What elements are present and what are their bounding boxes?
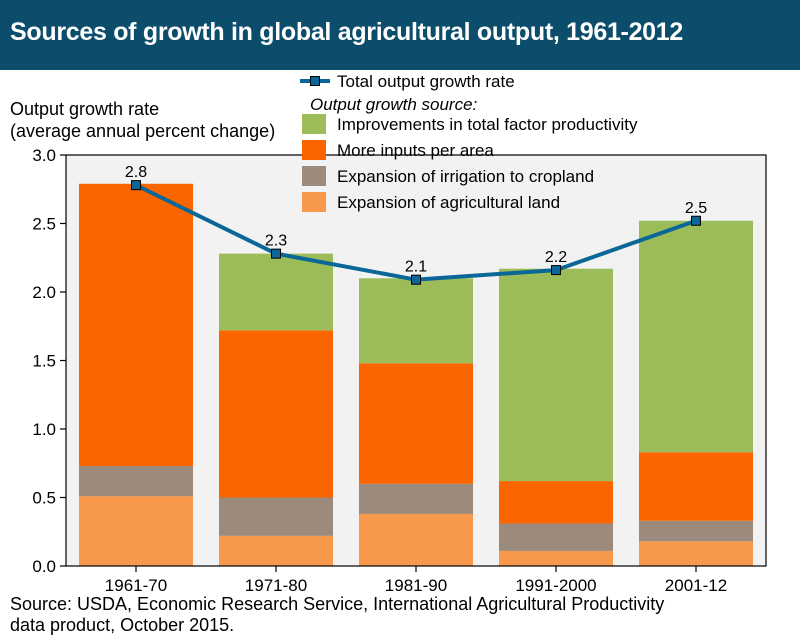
data-label: 2.2 <box>545 249 567 266</box>
x-tick-label: 1961-70 <box>105 576 167 595</box>
bar-segment <box>219 535 333 566</box>
data-label: 2.3 <box>265 233 287 250</box>
y-axis-label: Output growth rate (average annual perce… <box>10 98 275 142</box>
legend: Total output growth rate Output growth so… <box>300 72 638 212</box>
bar-segment <box>79 496 193 566</box>
x-tick-label: 1971-80 <box>245 576 307 595</box>
bar-segment <box>79 183 193 466</box>
bar-segment <box>499 523 613 551</box>
bar-segment <box>219 253 333 331</box>
y-tick-label: 2.5 <box>32 215 56 234</box>
x-tick-label: 1981-90 <box>385 576 447 595</box>
bar-segment <box>499 550 613 566</box>
bar-segment <box>219 330 333 498</box>
legend-item-label: More inputs per area <box>337 141 494 160</box>
bar-segment <box>499 268 613 482</box>
bar-segment <box>359 483 473 514</box>
y-tick-label: 0.0 <box>32 557 56 576</box>
bar-segment <box>639 220 753 453</box>
x-tick-label: 2001-12 <box>665 576 727 595</box>
bar-segment <box>359 278 473 364</box>
legend-swatch <box>302 114 326 134</box>
y-axis-label-line2: (average annual percent change) <box>10 121 276 141</box>
bar-segment <box>359 363 473 484</box>
plot-frame <box>65 154 767 567</box>
legend-swatch <box>302 192 326 212</box>
bar-segment <box>639 520 753 542</box>
bar-segment <box>79 465 193 497</box>
line-point <box>131 180 141 191</box>
line-point <box>691 215 701 226</box>
legend-item-label: Improvements in total factor productivit… <box>337 115 638 134</box>
y-tick-label: 2.0 <box>32 283 56 302</box>
bar-segment <box>639 452 753 521</box>
y-tick-label: 1.5 <box>32 352 56 371</box>
data-label: 2.5 <box>685 200 707 217</box>
source-line1: Source: USDA, Economic Research Service,… <box>10 594 665 614</box>
line-point <box>411 274 421 285</box>
y-tick-label: 3.0 <box>32 146 56 165</box>
legend-subtitle: Output growth source: <box>310 95 478 114</box>
line-point <box>271 248 281 259</box>
x-axis-ticks: 1961-70 1971-80 1981-90 1991-2000 2001-12 <box>105 566 727 595</box>
legend-line-marker <box>310 76 320 86</box>
source-line2: data product, October 2015. <box>10 615 235 635</box>
bar-segment <box>499 481 613 524</box>
bar-segment <box>639 541 753 566</box>
legend-swatch <box>302 166 326 186</box>
y-tick-label: 1.0 <box>32 420 56 439</box>
legend-swatch <box>302 140 326 160</box>
data-label: 2.8 <box>125 164 147 181</box>
chart-title: Sources of growth in global agricultural… <box>0 0 800 70</box>
line-point <box>551 265 561 276</box>
legend-item-label: Expansion of agricultural land <box>337 193 560 212</box>
bar-segment <box>359 513 473 566</box>
data-label: 2.1 <box>405 259 427 276</box>
bar-segment <box>219 497 333 536</box>
y-tick-label: 0.5 <box>32 489 56 508</box>
y-axis-ticks: 0.0 0.5 1.0 1.5 2.0 2.5 3.0 <box>32 146 66 576</box>
total-line-layer: 2.8 2.3 2.1 2.2 2.5 <box>125 164 707 285</box>
bars <box>79 183 753 566</box>
legend-item-label: Expansion of irrigation to cropland <box>337 167 594 186</box>
source-note: Source: USDA, Economic Research Service,… <box>10 594 790 636</box>
y-axis-label-line1: Output growth rate <box>10 99 160 119</box>
x-tick-label: 1991-2000 <box>515 576 596 595</box>
legend-line-label: Total output growth rate <box>337 72 515 91</box>
